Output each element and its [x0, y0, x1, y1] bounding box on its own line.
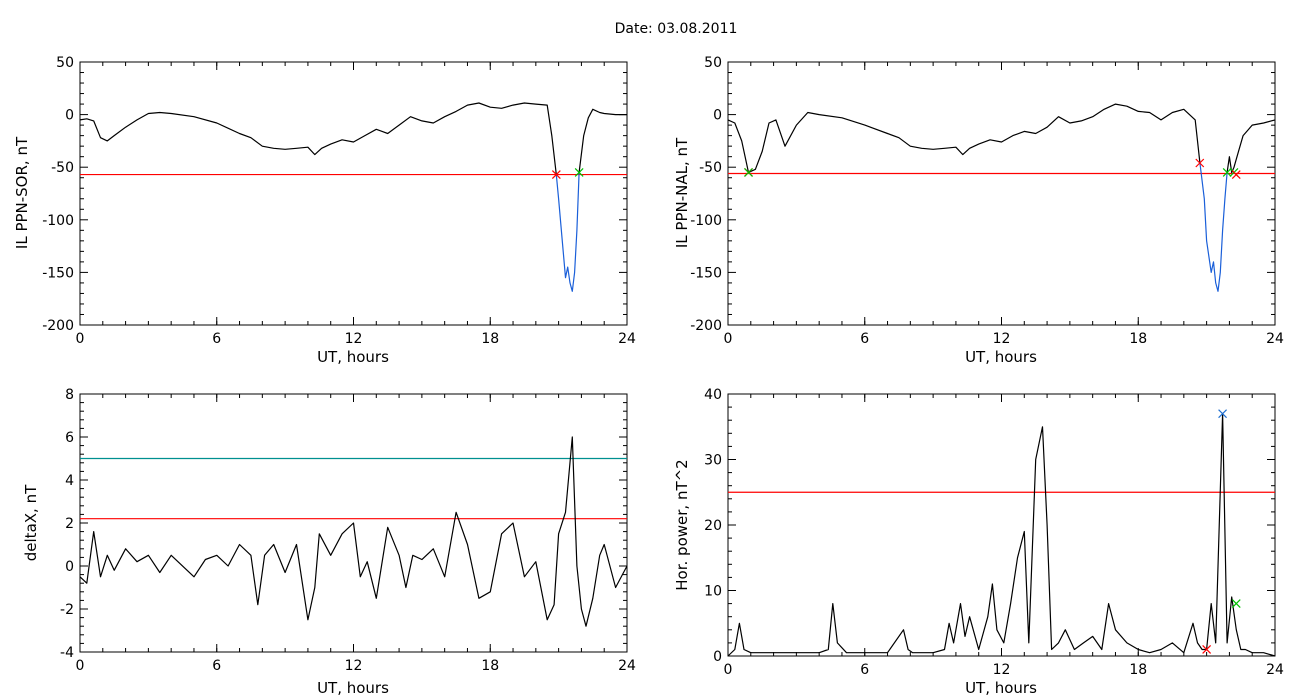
y-tick-label: -50 — [51, 160, 74, 176]
x-axis-title: UT, hours — [317, 348, 389, 366]
plot-marks — [727, 409, 1276, 657]
y-axis-title: deltaX, nT — [22, 484, 40, 561]
plot-marks — [79, 102, 627, 292]
x-marker — [1218, 409, 1228, 419]
x-axis-title: UT, hours — [965, 348, 1037, 366]
y-tick-label: 0 — [713, 108, 722, 124]
x-tick-label: 18 — [481, 331, 499, 347]
x-tick-label: 24 — [1266, 331, 1284, 347]
x-tick-label: 18 — [481, 658, 499, 674]
plot-frame — [727, 393, 1276, 657]
y-tick-label: -50 — [699, 160, 722, 176]
x-tick-label: 0 — [724, 331, 733, 347]
x-marker — [1231, 599, 1241, 609]
x-tick-label: 0 — [76, 331, 85, 347]
x-tick-label: 24 — [618, 331, 636, 347]
x-tick-label: 12 — [345, 331, 363, 347]
plot-frame — [79, 61, 628, 326]
x-tick-label: 6 — [860, 331, 869, 347]
y-tick-label: 0 — [65, 559, 74, 575]
y-tick-label: 0 — [713, 649, 722, 665]
x-tick-label: 12 — [993, 331, 1011, 347]
series-line — [727, 103, 1201, 174]
x-axis-title: UT, hours — [965, 679, 1037, 697]
y-tick-label: -2 — [60, 602, 74, 618]
x-marker — [1202, 645, 1212, 654]
y-tick-label: -200 — [690, 318, 722, 334]
axis-ticks: 0 6 12 18 24 40 30 20 10 0 — [704, 387, 1284, 678]
panel-nal: 0 6 12 18 24 50 0 -50 -100 -150 -200 UT, hours IL … — [673, 55, 1284, 366]
axis-ticks: 0 6 12 18 24 50 0 -50 -100 -150 -200 — [690, 55, 1284, 347]
y-tick-label: 50 — [704, 55, 722, 71]
y-tick-label: -100 — [42, 213, 74, 229]
panel-deltax: 0 6 12 18 24 8 6 4 2 0 -2 -4 UT, hours deltaX, nT — [22, 387, 636, 697]
y-tick-label: 0 — [65, 108, 74, 124]
x-marker — [1195, 158, 1205, 168]
y-tick-label: 40 — [704, 387, 722, 403]
y-axis-title: IL PPN-NAL, nT — [673, 137, 691, 248]
plot-marks — [727, 103, 1276, 292]
series-line — [555, 172, 580, 292]
panel-hor-power: 0 6 12 18 24 40 30 20 10 0 UT, hours Hor. power, … — [673, 387, 1284, 697]
series-line — [727, 413, 1276, 657]
y-tick-label: 4 — [65, 473, 74, 489]
x-tick-label: 12 — [993, 662, 1011, 678]
y-tick-label: -150 — [690, 265, 722, 281]
x-marker — [574, 168, 584, 177]
x-tick-label: 0 — [724, 662, 733, 678]
plot-marks — [79, 436, 628, 627]
x-marker — [744, 168, 753, 177]
series-line — [1226, 119, 1276, 174]
y-tick-label: 2 — [65, 516, 74, 532]
x-marker — [551, 170, 561, 179]
y-tick-label: -200 — [42, 318, 74, 334]
series-line — [79, 102, 557, 175]
y-tick-label: 10 — [704, 584, 722, 600]
y-tick-label: 6 — [65, 430, 74, 446]
series-line — [1199, 161, 1228, 292]
panel-sor: 0 6 12 18 24 50 0 -50 -100 -150 -200 UT, hours IL … — [13, 55, 636, 366]
y-tick-label: 8 — [65, 387, 74, 403]
x-tick-label: 6 — [212, 658, 221, 674]
x-tick-label: 0 — [76, 658, 85, 674]
y-tick-label: -100 — [690, 213, 722, 229]
y-tick-label: -4 — [60, 645, 74, 661]
axis-ticks: 0 6 12 18 24 8 6 4 2 0 -2 -4 — [60, 387, 636, 674]
series-line — [79, 436, 628, 627]
y-axis-title: Hor. power, nT^2 — [673, 459, 691, 590]
axis-ticks: 0 6 12 18 24 50 0 -50 -100 -150 -200 — [42, 55, 636, 347]
y-tick-label: -150 — [42, 265, 74, 281]
x-tick-label: 18 — [1129, 331, 1147, 347]
x-tick-label: 24 — [1266, 662, 1284, 678]
x-tick-label: 6 — [212, 331, 221, 347]
y-tick-label: 30 — [704, 453, 722, 469]
series-line — [578, 108, 627, 173]
x-tick-label: 18 — [1129, 662, 1147, 678]
x-marker — [1231, 170, 1241, 179]
y-tick-label: 20 — [704, 518, 722, 534]
y-axis-title: IL PPN-SOR, nT — [13, 136, 31, 249]
x-tick-label: 6 — [860, 662, 869, 678]
x-axis-title: UT, hours — [317, 679, 389, 697]
plot-frame — [727, 61, 1276, 326]
y-tick-label: 50 — [56, 55, 74, 71]
x-tick-label: 24 — [618, 658, 636, 674]
x-marker — [1222, 168, 1232, 177]
figure-title: Date: 03.08.2011 — [615, 21, 738, 37]
x-tick-label: 12 — [345, 658, 363, 674]
